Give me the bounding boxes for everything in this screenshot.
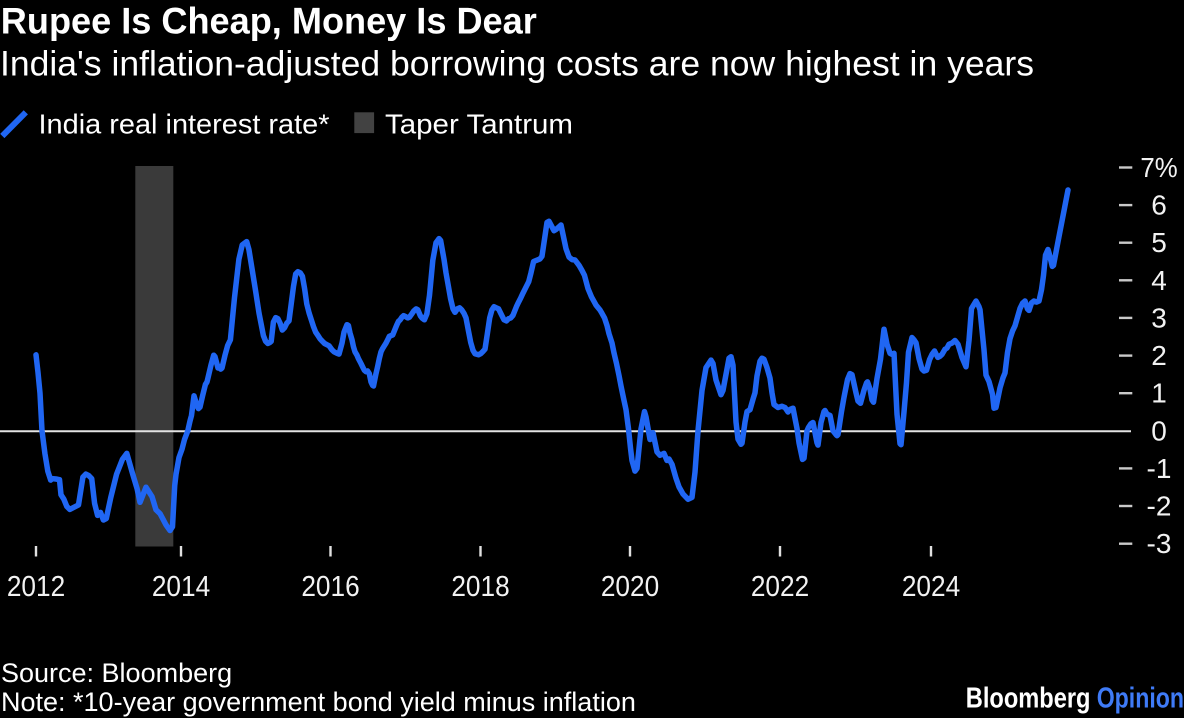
svg-text:2024: 2024 — [902, 571, 960, 603]
svg-text:3: 3 — [1151, 302, 1167, 333]
svg-text:2012: 2012 — [7, 571, 65, 603]
svg-text:Source: Bloomberg: Source: Bloomberg — [1, 658, 232, 688]
svg-text:2: 2 — [1151, 340, 1167, 371]
svg-text:4: 4 — [1151, 265, 1167, 296]
svg-text:Note: *10-year government bond: Note: *10-year government bond yield min… — [1, 687, 636, 717]
svg-text:Rupee Is Cheap, Money Is Dear: Rupee Is Cheap, Money Is Dear — [1, 1, 537, 42]
svg-text:2020: 2020 — [601, 571, 659, 603]
svg-text:0: 0 — [1151, 415, 1167, 446]
svg-text:2014: 2014 — [152, 571, 210, 603]
svg-text:India's inflation-adjusted bor: India's inflation-adjusted borrowing cos… — [0, 44, 1034, 83]
svg-text:-2: -2 — [1147, 491, 1172, 522]
svg-text:5: 5 — [1151, 227, 1167, 258]
svg-text:1: 1 — [1151, 378, 1167, 409]
svg-text:7%: 7% — [1140, 152, 1177, 183]
svg-text:6: 6 — [1151, 190, 1167, 221]
svg-text:India real interest rate*: India real interest rate* — [39, 108, 330, 139]
svg-text:Bloomberg: Bloomberg — [966, 683, 1091, 715]
svg-text:2016: 2016 — [301, 571, 359, 603]
svg-text:2018: 2018 — [451, 571, 509, 603]
svg-text:-1: -1 — [1147, 453, 1172, 484]
svg-text:2022: 2022 — [751, 571, 809, 603]
svg-text:Taper Tantrum: Taper Tantrum — [385, 108, 573, 139]
svg-text:-3: -3 — [1147, 528, 1172, 559]
svg-text:Opinion: Opinion — [1097, 683, 1184, 715]
